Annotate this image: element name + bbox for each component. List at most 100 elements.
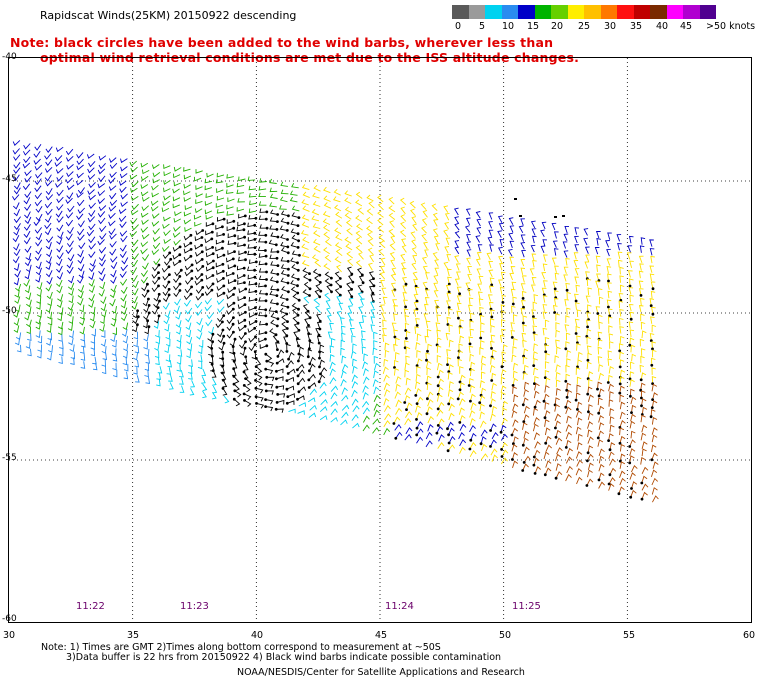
- quality-flag-circle: [639, 378, 643, 382]
- wind-barb: [298, 346, 305, 355]
- wind-barb: [499, 239, 505, 247]
- quality-flag-circle: [242, 392, 246, 396]
- wind-barb: [509, 272, 515, 281]
- wind-barb: [608, 325, 613, 333]
- wind-barb: [195, 309, 203, 316]
- wind-barb: [629, 337, 635, 346]
- wind-barb: [129, 160, 138, 167]
- wind-barb: [373, 403, 381, 411]
- wind-barb: [204, 305, 212, 312]
- quality-flag-circle: [458, 421, 462, 424]
- wind-barb: [13, 228, 20, 236]
- wind-barb: [120, 300, 127, 309]
- quality-flag-circle: [254, 260, 258, 264]
- wind-barb: [576, 476, 583, 485]
- wind-barb: [122, 335, 129, 344]
- wind-barb: [389, 220, 395, 228]
- wind-barb: [608, 383, 614, 392]
- wind-barb: [629, 472, 636, 480]
- wind-barb: [480, 443, 488, 452]
- wind-barb: [341, 411, 349, 419]
- wind-barb: [176, 364, 181, 372]
- wind-barb: [372, 427, 380, 434]
- wind-barb: [302, 205, 310, 212]
- wind-barb: [45, 256, 52, 264]
- quality-flag-circle: [254, 365, 258, 368]
- wind-barb: [334, 227, 342, 235]
- wind-barb: [553, 231, 559, 239]
- quality-flag-circle: [296, 232, 300, 236]
- wind-barb: [13, 223, 21, 231]
- wind-barb: [243, 393, 252, 401]
- quality-flag-circle: [414, 394, 418, 397]
- wind-barb: [183, 184, 191, 189]
- wind-barb: [312, 223, 321, 229]
- wind-barb: [415, 388, 422, 396]
- wind-barb: [259, 320, 267, 326]
- quality-flag-circle: [606, 381, 610, 384]
- wind-barb: [25, 341, 31, 349]
- wind-barb: [162, 201, 170, 207]
- wind-barb: [77, 220, 85, 228]
- wind-map-plot: [8, 57, 752, 623]
- wind-barb: [319, 359, 325, 368]
- wind-barb: [301, 199, 309, 206]
- wind-barb: [544, 385, 550, 393]
- wind-barb: [573, 260, 579, 268]
- wind-barb: [587, 421, 594, 429]
- wind-barb: [79, 304, 85, 313]
- quality-flag-circle: [232, 316, 235, 319]
- wind-barb: [566, 291, 571, 300]
- wind-barb: [65, 212, 74, 219]
- legend-label: 35: [630, 21, 643, 32]
- wind-barb: [641, 483, 649, 491]
- quality-flag-circle: [276, 302, 279, 306]
- quality-flag-circle: [298, 253, 301, 257]
- wind-barb: [323, 231, 331, 239]
- legend-swatch: [551, 5, 568, 19]
- wind-barb: [255, 379, 263, 387]
- wind-barb: [414, 286, 420, 295]
- wind-barb: [384, 349, 390, 358]
- wind-barb: [109, 299, 116, 307]
- wind-barb: [448, 396, 455, 405]
- wind-barb: [77, 256, 85, 264]
- wind-barb: [280, 301, 289, 308]
- wind-barb: [144, 369, 149, 378]
- wind-barb: [490, 309, 495, 317]
- wind-barb: [566, 465, 573, 474]
- wind-barb: [607, 350, 613, 359]
- wind-barb: [384, 342, 390, 351]
- quality-flag-circle: [338, 293, 342, 297]
- wind-barb: [87, 216, 96, 223]
- wind-barb: [311, 254, 320, 262]
- wind-barb: [619, 266, 624, 275]
- wind-barb: [68, 295, 74, 304]
- quality-flag-circle: [467, 384, 471, 387]
- wind-barb: [255, 373, 263, 381]
- wind-barb: [315, 283, 322, 292]
- quality-flag-circle: [222, 341, 226, 345]
- wind-barb: [650, 444, 657, 453]
- wind-barb: [56, 245, 64, 253]
- wind-barb: [34, 178, 42, 186]
- wind-barb: [291, 182, 299, 189]
- wind-barb: [323, 186, 331, 194]
- wind-barb: [389, 251, 396, 260]
- wind-barb: [533, 343, 539, 351]
- wind-barb: [101, 366, 107, 375]
- wind-barb: [58, 307, 64, 316]
- wind-barb: [183, 197, 192, 202]
- quality-flag-circle: [318, 365, 321, 369]
- wind-barb: [533, 333, 538, 342]
- wind-barb: [236, 207, 245, 212]
- quality-flag-circle: [629, 394, 632, 398]
- wind-barb: [120, 264, 128, 272]
- quality-flag-circle: [222, 217, 226, 221]
- quality-flag-circle: [285, 312, 289, 316]
- wind-barb: [607, 232, 612, 240]
- wind-barb: [55, 210, 63, 218]
- quality-flag-circle: [586, 451, 590, 455]
- quality-flag-circle: [490, 346, 493, 350]
- wind-barb: [35, 274, 41, 283]
